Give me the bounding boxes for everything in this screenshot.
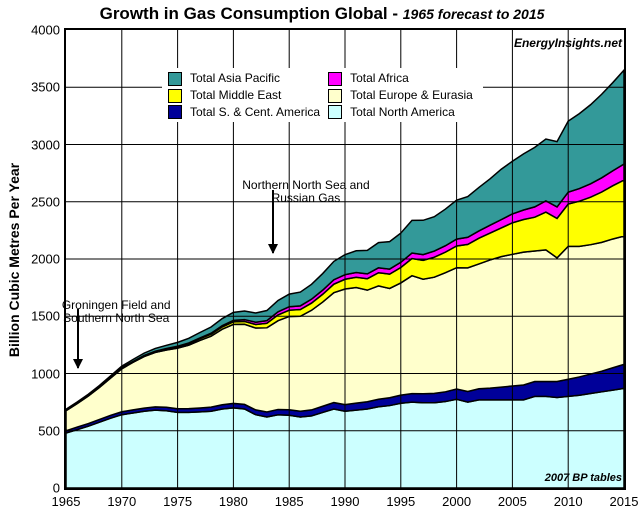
annotation-arrow [272,190,274,253]
chart-title: Growth in Gas Consumption Global - 1965 … [0,4,644,24]
x-tick: 1985 [275,494,304,509]
legend-label: Total S. & Cent. America [188,104,326,121]
x-tick: 1965 [52,494,81,509]
legend-label: Total Europe & Eurasia [348,87,479,104]
annotation-label: Northern North Sea andRussian Gas [236,179,376,205]
legend-swatch [328,89,342,103]
y-tick: 500 [14,423,60,438]
x-tick: 1980 [219,494,248,509]
y-tick: 3500 [14,80,60,95]
x-tick: 2015 [610,494,639,509]
annotation-label: Groningen Field andSouthern North Sea [46,299,186,325]
y-tick: 3000 [14,137,60,152]
legend-swatch [328,72,342,86]
y-tick: 1000 [14,366,60,381]
y-tick: 4000 [14,23,60,38]
y-tick: 2000 [14,252,60,267]
legend-label: Total North America [348,104,479,121]
footnote: 2007 BP tables [545,472,622,484]
legend-swatch [168,89,182,103]
x-tick: 1975 [163,494,192,509]
legend-label: Total Africa [348,70,479,87]
x-tick: 1970 [107,494,136,509]
annotation-arrow [77,309,79,367]
x-tick: 2010 [554,494,583,509]
legend-label: Total Asia Pacific [188,70,326,87]
x-tick: 2000 [442,494,471,509]
legend-label: Total Middle East [188,87,326,104]
gas-consumption-chart: Growth in Gas Consumption Global - 1965 … [0,0,644,520]
legend-swatch [328,105,342,119]
legend-swatch [168,72,182,86]
legend-table: Total Asia Pacific Total Africa Total Midd… [166,70,479,120]
x-tick: 1990 [331,494,360,509]
y-tick: 2500 [14,194,60,209]
x-tick: 1995 [386,494,415,509]
x-tick: 2005 [498,494,527,509]
legend: Total Asia Pacific Total Africa Total Midd… [162,68,483,122]
legend-swatch [168,105,182,119]
title-sub: 1965 forecast to 2015 [403,6,545,22]
title-main: Growth in Gas Consumption Global - [100,4,403,23]
